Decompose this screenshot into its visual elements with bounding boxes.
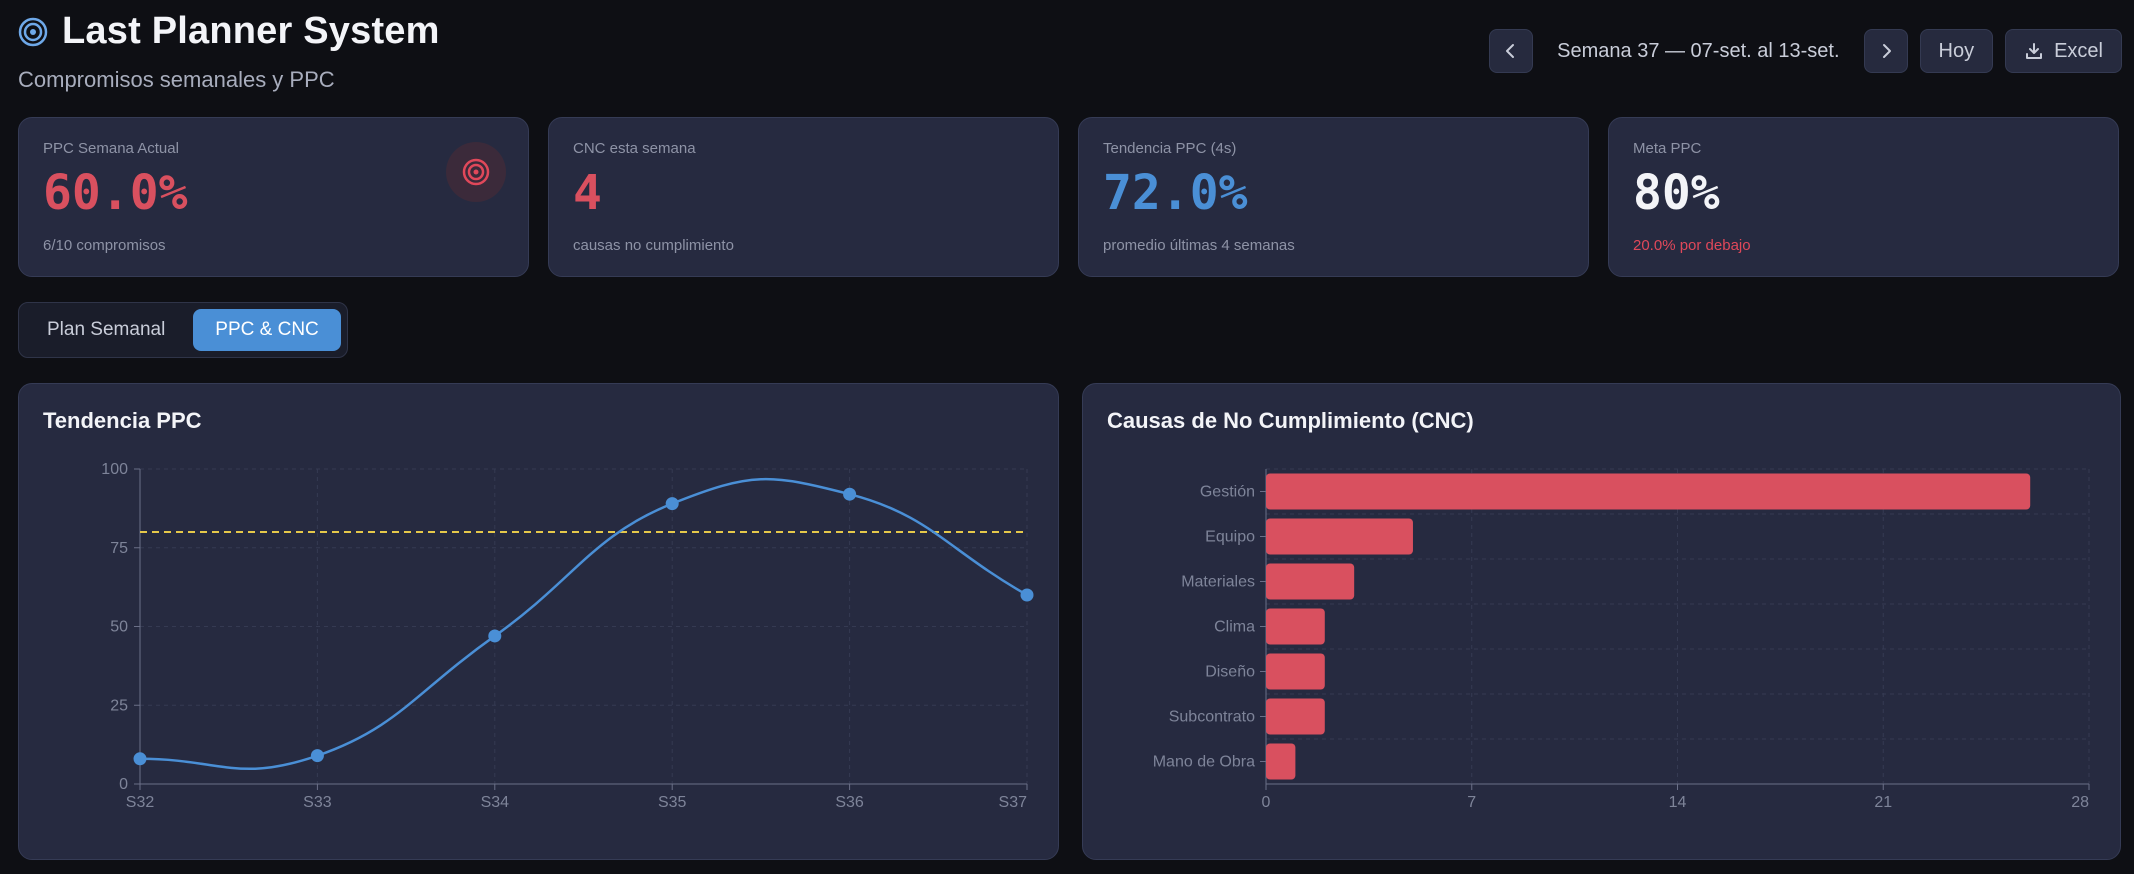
kpi-value: 4 [573,165,602,221]
tab-plan-semanal[interactable]: Plan Semanal [47,319,166,340]
ppc-trend-panel: Tendencia PPC 0 25 50 75 100 S32 S33 S34 S35 S36 S… [18,383,1059,860]
kpi-row: PPC Semana Actual 60.0% 6/10 compromisos… [18,117,2119,277]
page-header: Last Planner System Compromisos semanale… [18,10,440,93]
kpi-label: CNC esta semana [573,140,696,157]
chart-title: Tendencia PPC [43,408,202,433]
kpi-label: Meta PPC [1633,140,1702,157]
ppc-data-point [133,752,147,766]
ppc-data-point [843,487,857,501]
kpi-card-ppc-trend: Tendencia PPC (4s) 72.0% promedio última… [1078,117,1589,277]
ppc-series-line [139,477,1028,771]
kpi-label: Tendencia PPC (4s) [1103,140,1237,157]
x-tick-label: 0 [1262,794,1271,811]
download-icon [2026,43,2043,59]
target-icon [446,142,506,202]
category-label: Gestión [1200,484,1255,501]
tab-ppc-cnc[interactable]: PPC & CNC [193,309,341,351]
y-tick-label: 100 [101,461,128,478]
kpi-subtext: 6/10 compromisos [43,237,166,254]
x-tick-label: 21 [1874,794,1892,811]
kpi-value: 80% [1633,165,1720,221]
chevron-left-icon [1506,44,1515,58]
y-tick-label: 50 [110,619,128,636]
category-label: Subcontrato [1169,709,1255,726]
x-tick-label: S36 [835,794,864,811]
y-tick-label: 0 [119,776,128,793]
cnc-bar [1266,473,2031,510]
kpi-card-cnc: CNC esta semana 4 causas no cumplimiento [548,117,1059,277]
chevron-right-icon [1882,44,1891,58]
cnc-bar [1266,743,1296,780]
category-label: Clima [1214,619,1255,636]
kpi-card-ppc-goal: Meta PPC 80% 20.0% por debajo [1608,117,2119,277]
previous-week-button[interactable] [1489,29,1534,73]
export-excel-button[interactable]: Excel [2005,29,2122,73]
cnc-bar [1266,653,1325,690]
week-toolbar: Semana 37 — 07-set. al 13-set. Hoy Excel [1489,29,2122,73]
view-tabs: Plan Semanal PPC & CNC [18,302,348,358]
kpi-label: PPC Semana Actual [43,140,179,157]
chart-title: Causas de No Cumplimiento (CNC) [1107,408,1474,433]
x-tick-label: S35 [658,794,687,811]
cnc-bar [1266,518,1413,555]
x-tick-label: S32 [126,794,155,811]
category-label: Mano de Obra [1153,754,1255,771]
page-subtitle: Compromisos semanales y PPC [18,67,335,92]
category-label: Diseño [1205,664,1255,681]
cnc-causes-chart: Gestión Equipo Materiales Clima Diseño Subcon… [1153,468,2090,811]
kpi-value: 60.0% [43,165,188,221]
excel-label: Excel [2054,39,2103,62]
kpi-subtext: promedio últimas 4 semanas [1103,237,1295,254]
ppc-data-point [665,497,679,511]
ppc-data-point [488,629,502,643]
target-icon [18,17,48,47]
week-label: Semana 37 — 07-set. al 13-set. [1557,39,1840,62]
ppc-trend-chart: 0 25 50 75 100 S32 S33 S34 S35 S36 S37 [101,461,1034,811]
page-title: Last Planner System [62,10,440,52]
kpi-value: 72.0% [1103,165,1248,221]
today-button[interactable]: Hoy [1919,29,1994,73]
kpi-card-ppc-current: PPC Semana Actual 60.0% 6/10 compromisos [18,117,529,277]
category-label: Equipo [1205,529,1255,546]
ppc-data-point [310,749,324,763]
x-tick-label: S37 [999,794,1028,811]
x-tick-label: 28 [2071,794,2089,811]
x-tick-label: S34 [481,794,510,811]
y-tick-label: 25 [110,697,128,714]
x-tick-label: 7 [1467,794,1476,811]
x-tick-label: 14 [1669,794,1687,811]
cnc-bar [1266,608,1325,645]
x-tick-label: S33 [303,794,332,811]
cnc-bar [1266,563,1355,600]
kpi-subtext: causas no cumplimiento [573,237,734,254]
y-tick-label: 75 [110,540,128,557]
next-week-button[interactable] [1863,29,1908,73]
kpi-subtext: 20.0% por debajo [1633,237,1751,254]
cnc-bar [1266,698,1325,735]
category-label: Materiales [1181,574,1255,591]
cnc-causes-panel: Causas de No Cumplimiento (CNC) Gestión E… [1082,383,2121,860]
ppc-data-point [1020,588,1034,602]
